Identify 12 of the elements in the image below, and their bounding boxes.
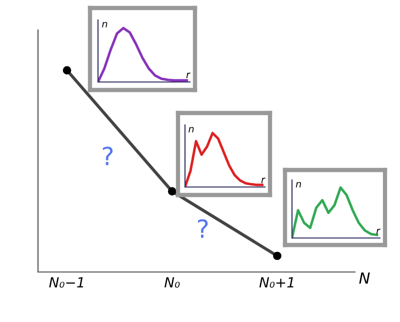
y-axis-title: n [102,22,108,28]
x-axis-title: r [261,178,266,184]
y-axis-title: n [188,126,194,132]
x-axis-title: r [186,72,191,78]
y-axis-title: n [296,182,302,188]
x-tick-label: N₀ [164,277,180,288]
x-axis-title: N [359,272,370,284]
x-tick-label: N₀+1 [259,277,294,288]
annotation: ? [102,146,113,166]
x-tick-label: N₀−1 [49,277,84,288]
x-axis-title: r [376,228,381,234]
annotation: ? [198,219,208,238]
